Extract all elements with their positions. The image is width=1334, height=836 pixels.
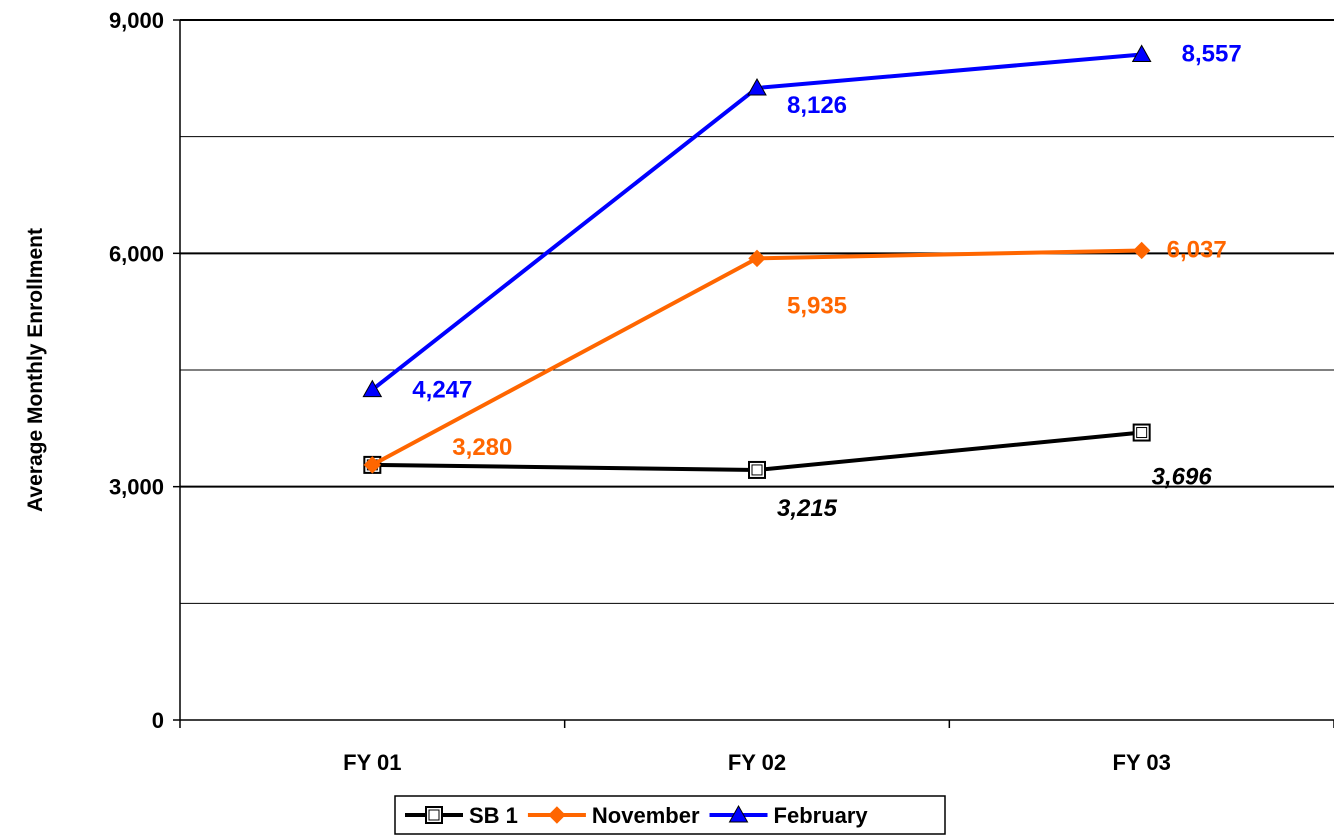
axes xyxy=(173,19,1334,728)
y-tick-label: 3,000 xyxy=(109,475,164,500)
marker-square xyxy=(1132,423,1151,442)
marker-square-inner xyxy=(1136,427,1148,439)
series-february xyxy=(362,44,1152,398)
x-tick-labels: FY 01 FY 02 FY 03 xyxy=(343,750,1171,775)
series-november xyxy=(363,241,1151,474)
data-label: 3,215 xyxy=(777,495,838,522)
legend-item: SB 1 xyxy=(405,803,518,828)
marker-triangle xyxy=(728,804,749,823)
marker-triangle xyxy=(362,379,383,398)
series-group xyxy=(362,44,1152,479)
legend-label: SB 1 xyxy=(469,803,518,828)
y-tick-label: 6,000 xyxy=(109,241,164,266)
legend: SB 1 November February xyxy=(394,795,946,835)
legend-label: February xyxy=(774,803,869,828)
marker-triangle xyxy=(1131,44,1152,62)
x-tick-label: FY 03 xyxy=(1113,750,1171,775)
data-labels: 3,215 3,696 3,280 5,935 6,037 4,247 8,126 8,557 xyxy=(412,40,1241,521)
data-label: 5,935 xyxy=(787,292,847,319)
marker-square-inner xyxy=(428,809,440,821)
series-line xyxy=(371,52,1142,392)
data-label: 3,696 xyxy=(1152,464,1213,491)
data-label: 4,247 xyxy=(412,377,472,404)
data-label: 3,280 xyxy=(452,434,512,461)
marker-diamond xyxy=(548,806,566,824)
marker-square-inner xyxy=(751,464,763,476)
marker-triangle xyxy=(747,77,767,96)
marker-square xyxy=(748,460,766,479)
marker-diamond xyxy=(363,456,382,474)
data-label: 8,126 xyxy=(787,92,847,119)
legend-item: February xyxy=(709,803,869,828)
gridlines xyxy=(180,19,1334,604)
data-label: 8,557 xyxy=(1182,40,1242,67)
y-tick-label: 0 xyxy=(152,708,164,733)
y-axis-label: Average Monthly Enrollment xyxy=(24,228,47,512)
x-tick-label: FY 02 xyxy=(728,750,786,775)
legend-label: November xyxy=(592,803,700,828)
marker-diamond xyxy=(748,249,766,268)
data-label: 6,037 xyxy=(1167,236,1227,263)
legend-item: November xyxy=(527,803,700,828)
series-line xyxy=(371,248,1142,467)
x-tick-label: FY 01 xyxy=(343,750,401,775)
legend-box xyxy=(394,795,946,835)
y-tick-labels: 0 3,000 6,000 9,000 xyxy=(109,8,164,733)
marker-diamond xyxy=(1132,241,1151,260)
marker-square xyxy=(425,806,443,824)
y-tick-label: 9,000 xyxy=(109,8,164,33)
